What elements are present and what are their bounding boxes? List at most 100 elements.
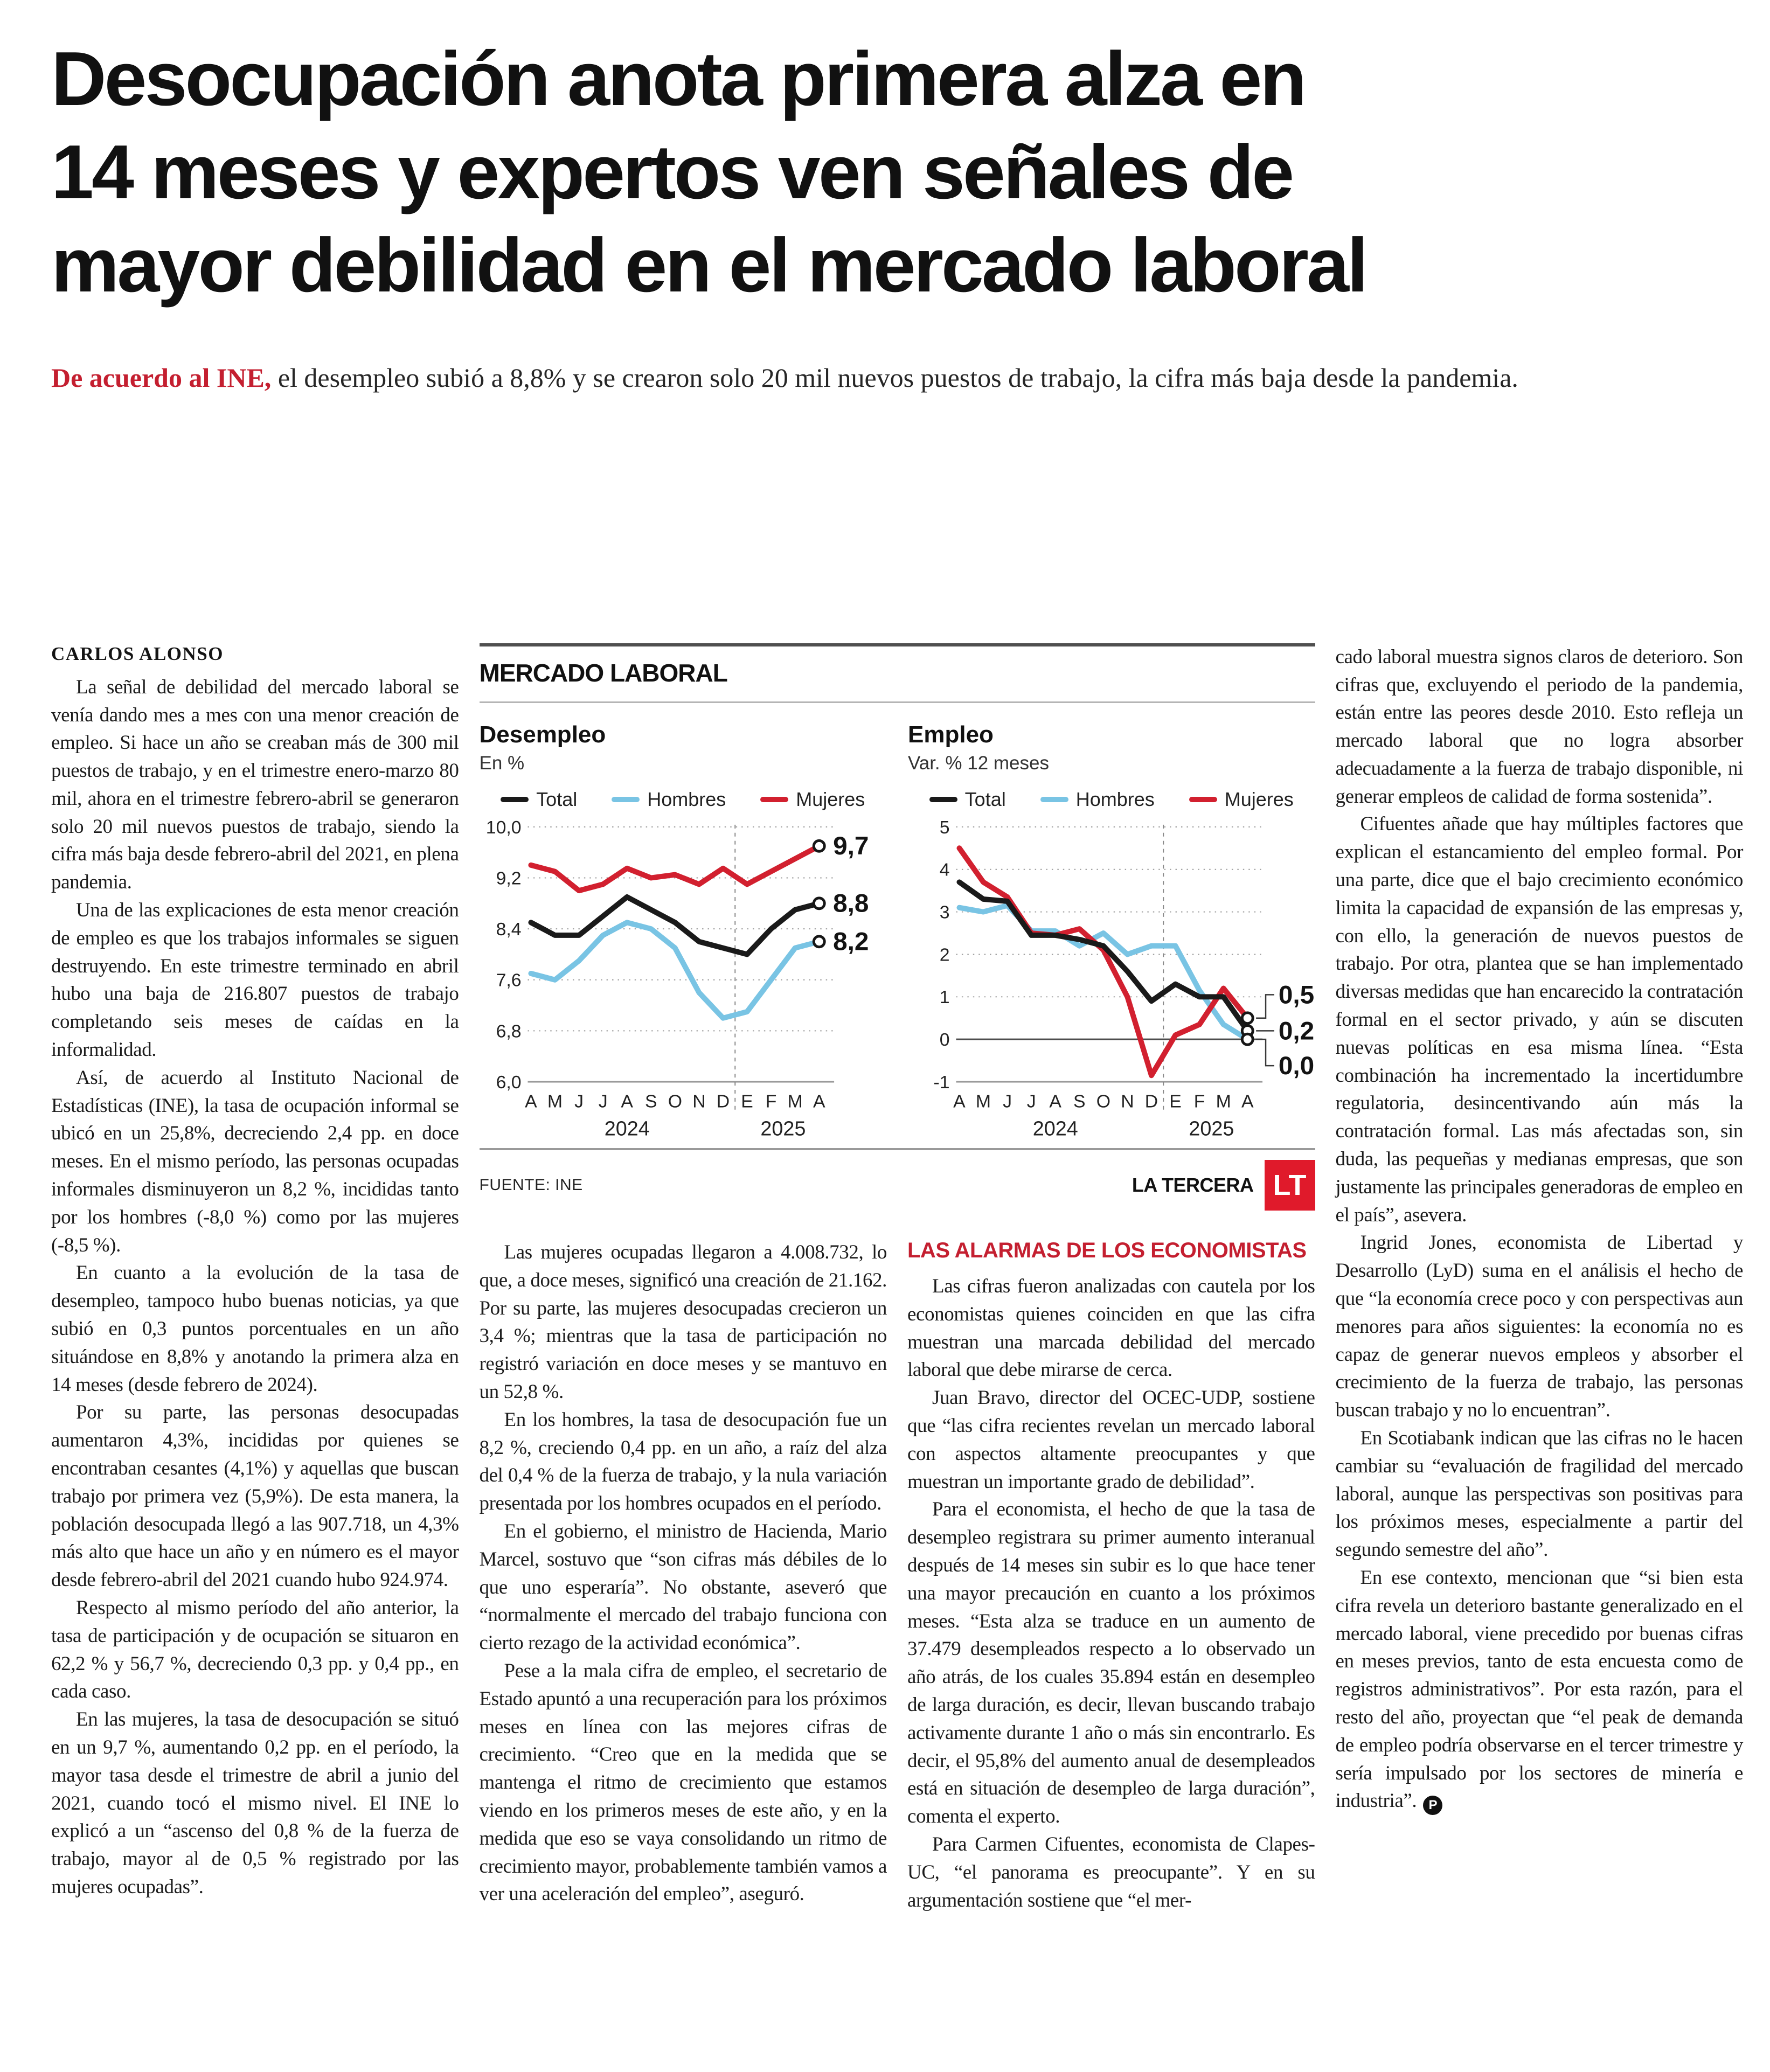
paragraph: En cuanto a la evolución de la tasa de d…	[51, 1262, 459, 1396]
svg-text:N: N	[692, 1091, 705, 1111]
svg-text:6,8: 6,8	[496, 1021, 521, 1041]
svg-text:3: 3	[940, 902, 950, 922]
svg-text:J: J	[574, 1091, 584, 1111]
svg-text:4: 4	[940, 859, 950, 880]
svg-text:10,0: 10,0	[485, 817, 521, 837]
paragraph: Para Carmen Cifuentes, economista de Cla…	[907, 1833, 1315, 1911]
paragraph: Por su parte, las personas desocupadas a…	[51, 1401, 459, 1591]
svg-text:S: S	[1073, 1091, 1086, 1111]
svg-text:2024: 2024	[1033, 1117, 1078, 1140]
article-column-3: LAS ALARMAS DE LOS ECONOMISTAS Las cifra…	[907, 1239, 1315, 1914]
paragraph: Las mujeres ocupadas llegaron a 4.008.73…	[479, 1241, 887, 1403]
hombres-line-swatch	[612, 796, 640, 802]
legend-label-mujeres: Mujeres	[1224, 788, 1294, 810]
paragraph: Pese a la mala cifra de empleo, el secre…	[479, 1659, 887, 1906]
paragraph: Para el economista, el hecho de que la t…	[907, 1498, 1315, 1828]
headline-line-3: mayor debilidad en el mercado laboral	[51, 223, 1368, 309]
empleo-legend: Total Hombres Mujeres	[908, 788, 1315, 811]
headline-line-2: 14 meses y expertos ven señales de	[51, 129, 1294, 215]
chart-footer: FUENTE: INE LA TERCERA LT	[479, 1148, 1315, 1211]
svg-text:5: 5	[940, 817, 950, 837]
legend-item-mujeres: Mujeres	[1189, 788, 1294, 811]
svg-text:A: A	[1049, 1091, 1061, 1111]
column-4-paragraphs: cado laboral muestra signos claros de de…	[1335, 643, 1744, 1816]
deck-lead: De acuerdo al INE,	[51, 362, 272, 393]
credit-wrap: LA TERCERA LT	[1132, 1160, 1315, 1211]
headline-line-1: Desocupación anota primera alza en	[51, 36, 1307, 122]
legend-item-mujeres: Mujeres	[760, 788, 865, 811]
desempleo-chart-title: Desempleo	[479, 721, 606, 748]
svg-text:8,8: 8,8	[833, 889, 869, 917]
paragraph: Ingrid Jones, economista de Libertad y D…	[1335, 1232, 1744, 1422]
empleo-chart-panel: Empleo Var. % 12 meses Total Hombres Muj…	[908, 721, 1315, 1146]
svg-text:A: A	[621, 1091, 633, 1111]
paragraph: En Scotiabank indican que las cifras no …	[1335, 1427, 1744, 1561]
svg-text:M: M	[1216, 1091, 1231, 1111]
paragraph: La señal de debilidad del mercado labora…	[51, 676, 459, 894]
legend-label-total: Total	[536, 788, 578, 810]
section-heading: LAS ALARMAS DE LOS ECONOMISTAS	[907, 1239, 1307, 1263]
paragraph: Una de las explicaciones de esta menor c…	[51, 899, 459, 1061]
svg-text:E: E	[741, 1091, 753, 1111]
desempleo-line-chart: 10,09,28,47,66,86,09,78,88,2A M J J A S O N D E F M…	[485, 817, 869, 1140]
legend-item-hombres: Hombres	[612, 788, 726, 811]
legend-label-total: Total	[964, 788, 1006, 810]
desempleo-chart-subtitle: En %	[479, 752, 525, 774]
svg-text:J: J	[1027, 1091, 1036, 1111]
legend-label-mujeres: Mujeres	[796, 788, 865, 810]
article-column-4: cado laboral muestra signos claros de de…	[1335, 643, 1744, 1915]
paragraph: En las mujeres, la tasa de desocupación …	[51, 1708, 459, 1898]
chart-block: MERCADO LABORAL Desempleo En % Total Hom…	[479, 643, 1315, 1211]
deck: De acuerdo al INE, el desempleo subió a …	[51, 360, 1668, 395]
svg-text:2: 2	[940, 944, 950, 965]
mujeres-line-swatch	[760, 796, 789, 802]
svg-text:0,5: 0,5	[1279, 981, 1314, 1009]
svg-text:2025: 2025	[760, 1117, 806, 1140]
svg-text:8,2: 8,2	[833, 927, 869, 956]
legend-label-hombres: Hombres	[647, 788, 726, 810]
svg-text:9,7: 9,7	[833, 832, 869, 860]
paragraph: En los hombres, la tasa de desocupación …	[479, 1408, 887, 1515]
svg-text:O: O	[668, 1091, 682, 1111]
legend-label-hombres: Hombres	[1075, 788, 1155, 810]
paragraph: Así, de acuerdo al Instituto Nacional de…	[51, 1066, 459, 1256]
column-2-paragraphs: Las mujeres ocupadas llegaron a 4.008.73…	[480, 1239, 887, 1908]
paragraph: Las cifras fueron analizadas con cautela…	[907, 1275, 1315, 1381]
svg-text:N: N	[1121, 1091, 1134, 1111]
paragraph: Respecto al mismo período del año anteri…	[51, 1597, 459, 1703]
chart-kicker: MERCADO LABORAL	[479, 658, 728, 687]
svg-text:6,0: 6,0	[496, 1072, 521, 1093]
svg-text:0,0: 0,0	[1279, 1052, 1314, 1080]
svg-text:D: D	[716, 1091, 729, 1111]
headline: Desocupación anota primera alza en 14 mes…	[51, 32, 1743, 312]
svg-text:D: D	[1145, 1091, 1158, 1111]
paragraph: Juan Bravo, director del OCEC-UDP, sosti…	[907, 1387, 1315, 1493]
svg-text:M: M	[787, 1091, 802, 1111]
svg-text:1: 1	[940, 987, 950, 1007]
svg-text:0,2: 0,2	[1279, 1017, 1314, 1045]
paragraph: Cifuentes añade que hay múltiples factor…	[1335, 813, 1744, 1226]
svg-text:8,4: 8,4	[496, 919, 521, 940]
svg-text:E: E	[1169, 1091, 1182, 1111]
svg-text:M: M	[547, 1091, 562, 1111]
deck-text: el desempleo subió a 8,8% y se crearon s…	[271, 362, 1518, 393]
total-line-swatch	[501, 796, 529, 802]
column-3-paragraphs: Las cifras fueron analizadas con cautela…	[907, 1273, 1315, 1914]
total-line-swatch	[929, 796, 957, 802]
svg-text:O: O	[1096, 1091, 1110, 1111]
paragraph: cado laboral muestra signos claros de de…	[1335, 645, 1744, 808]
svg-text:0: 0	[940, 1030, 950, 1050]
source-label: FUENTE: INE	[479, 1176, 583, 1194]
svg-text:S: S	[644, 1091, 657, 1111]
svg-text:A: A	[525, 1091, 537, 1111]
end-of-article-mark: P	[1423, 1796, 1443, 1816]
svg-text:A: A	[813, 1091, 825, 1111]
mujeres-line-swatch	[1189, 796, 1217, 802]
hombres-line-swatch	[1040, 796, 1068, 802]
svg-text:A: A	[953, 1091, 966, 1111]
paragraph: En ese contexto, mencionan que “si bien …	[1336, 1564, 1743, 1816]
legend-item-total: Total	[501, 788, 577, 811]
desempleo-legend: Total Hombres Mujeres	[480, 788, 887, 811]
svg-text:2024: 2024	[604, 1117, 649, 1140]
